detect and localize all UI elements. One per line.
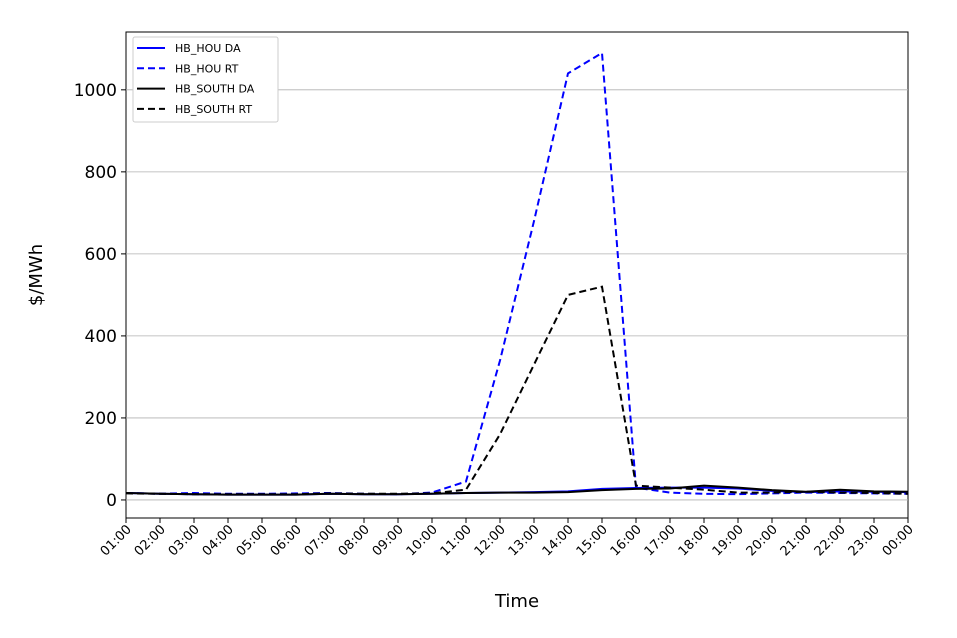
series-line [125, 285, 909, 496]
y-tick-label: 200 [85, 409, 117, 429]
x-tick-label: 03:00 [166, 522, 203, 559]
legend-label: HB_SOUTH DA [175, 83, 255, 96]
x-tick-label: 20:00 [744, 522, 781, 559]
x-tick-label: 09:00 [370, 522, 407, 559]
legend-label: HB_SOUTH RT [175, 103, 252, 116]
y-axis-label: $/MWh [26, 244, 47, 306]
x-tick-label: 15:00 [574, 522, 611, 559]
x-tick-label: 00:00 [880, 522, 917, 559]
y-tick-label: 800 [85, 163, 117, 183]
x-tick-label: 12:00 [472, 522, 509, 559]
x-tick-label: 02:00 [132, 522, 169, 559]
y-tick-label: 1000 [74, 81, 117, 101]
x-tick-label: 05:00 [234, 522, 271, 559]
legend-label: HB_HOU DA [175, 42, 241, 55]
x-tick-label: 19:00 [710, 522, 747, 559]
x-tick-label: 22:00 [812, 522, 849, 559]
y-tick-label: 400 [85, 327, 117, 347]
y-tick-label: 600 [85, 245, 117, 265]
legend-label: HB_HOU RT [175, 62, 239, 75]
legend-box [132, 36, 279, 123]
x-tick-label: 13:00 [506, 522, 543, 559]
plot-frame [125, 31, 909, 519]
x-tick-label: 01:00 [98, 522, 135, 559]
x-axis-label: Time [494, 591, 539, 612]
x-tick-label: 18:00 [676, 522, 713, 559]
x-tick-label: 06:00 [268, 522, 305, 559]
x-tick-label: 04:00 [200, 522, 237, 559]
y-tick-label: 0 [106, 491, 117, 511]
x-tick-label: 11:00 [438, 522, 475, 559]
x-tick-label: 07:00 [302, 522, 339, 559]
x-tick-label: 21:00 [778, 522, 815, 559]
series-line [125, 484, 909, 496]
x-tick-label: 17:00 [642, 522, 679, 559]
x-tick-label: 23:00 [846, 522, 883, 559]
x-tick-label: 16:00 [608, 522, 645, 559]
x-tick-label: 14:00 [540, 522, 577, 559]
x-tick-label: 08:00 [336, 522, 373, 559]
x-tick-label: 10:00 [404, 522, 441, 559]
